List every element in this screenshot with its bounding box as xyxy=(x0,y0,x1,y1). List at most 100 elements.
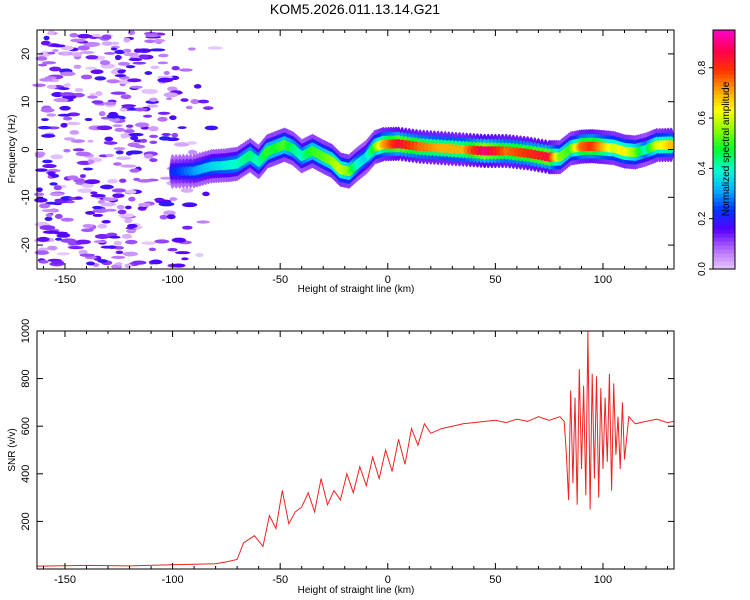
colorbar-cell xyxy=(713,233,735,238)
noise-blob xyxy=(124,263,133,269)
snr-axes: -150 -100 -50 0 50 100 200 400 600 800 1000 xyxy=(20,319,674,586)
noise-blob xyxy=(190,99,200,105)
noise-blob xyxy=(157,75,174,79)
noise-blob xyxy=(185,105,193,110)
noise-blob xyxy=(128,107,136,111)
noise-blob xyxy=(90,69,104,75)
noise-blob xyxy=(59,105,71,111)
noise-blob xyxy=(38,203,51,209)
colorbar-cell xyxy=(713,221,735,226)
y-tick-label: 800 xyxy=(20,369,32,387)
colorbar-cell xyxy=(713,109,735,115)
colorbar-cell xyxy=(713,245,735,250)
noise-blob xyxy=(79,50,95,55)
noise-blob xyxy=(37,63,48,67)
y-tick-label: -20 xyxy=(20,237,32,253)
noise-blob xyxy=(193,84,202,89)
colorbar-ticks: 0.0 0.2 0.4 0.6 0.8 xyxy=(697,60,713,276)
noise-blob xyxy=(91,33,101,37)
noise-blob xyxy=(49,182,58,186)
noise-blob xyxy=(115,150,124,155)
noise-blob xyxy=(92,213,104,217)
noise-blob xyxy=(63,116,73,121)
noise-blob xyxy=(104,208,117,212)
x-tick-label: -150 xyxy=(54,274,76,286)
noise-blob xyxy=(149,140,158,145)
noise-blob xyxy=(127,78,142,83)
noise-blob xyxy=(40,107,55,113)
noise-blob xyxy=(103,52,116,55)
noise-blob xyxy=(132,61,147,65)
colorbar-cell xyxy=(713,137,735,143)
noise-blob xyxy=(41,118,49,122)
noise-blob xyxy=(153,39,166,42)
x-tick-label: 0 xyxy=(385,574,391,586)
noise-blob xyxy=(53,185,62,191)
colorbar-cell xyxy=(713,197,735,202)
noise-blob xyxy=(56,233,70,238)
colorbar-cell xyxy=(713,129,735,135)
noise-blob xyxy=(71,52,83,57)
colorbar-cell xyxy=(713,225,735,230)
colorbar-label: Normalized spectral amplitude xyxy=(721,81,732,216)
noise-blob xyxy=(107,178,118,184)
noise-blob xyxy=(42,230,59,234)
noise-blob xyxy=(81,183,95,188)
noise-blob xyxy=(33,192,45,197)
noise-blob xyxy=(163,210,176,216)
noise-blob xyxy=(115,156,132,161)
colorbar-cell xyxy=(713,165,735,171)
y-tick-label: 10 xyxy=(20,96,32,108)
noise-blob xyxy=(182,202,198,208)
noise-blob xyxy=(72,148,85,152)
noise-blob xyxy=(36,236,50,242)
noise-blob xyxy=(126,150,143,155)
noise-blob xyxy=(48,30,55,35)
noise-blob xyxy=(186,141,198,145)
colorbar-cell xyxy=(713,89,735,95)
noise-blob xyxy=(167,247,178,252)
colorbar-frame xyxy=(712,29,736,270)
noise-blob xyxy=(47,245,58,251)
colorbar-cell xyxy=(713,217,735,222)
noise-blob xyxy=(96,125,113,131)
noise-blob xyxy=(114,262,123,266)
colorbar-cell xyxy=(713,261,735,266)
noise-blob xyxy=(114,54,122,61)
noise-blob xyxy=(87,139,94,143)
colorbar-cell xyxy=(713,149,735,155)
noise-blob xyxy=(42,61,57,65)
noise-blob xyxy=(154,197,165,202)
spectrogram-y-axis-label: Frequency (Hz) xyxy=(7,115,18,184)
noise-blob xyxy=(98,111,106,117)
noise-blob xyxy=(85,55,99,60)
noise-blob xyxy=(77,45,90,51)
noise-blob xyxy=(125,205,132,210)
noise-blob xyxy=(143,153,154,159)
noise-blob xyxy=(74,196,83,200)
noise-blob xyxy=(119,108,128,112)
noise-blob xyxy=(137,179,153,183)
noise-blob xyxy=(61,51,70,55)
colorbar-tick-label: 0.6 xyxy=(697,111,708,125)
x-tick-label: 100 xyxy=(594,274,612,286)
noise-blob xyxy=(59,92,76,97)
noise-blob xyxy=(116,204,125,210)
noise-blob xyxy=(122,48,132,53)
noise-blob xyxy=(149,48,166,52)
noise-blob xyxy=(81,228,94,233)
colorbar-cell xyxy=(713,49,735,55)
noise-blob xyxy=(68,245,84,250)
noise-blob xyxy=(207,46,223,50)
colorbar-tick-label: 0.4 xyxy=(697,161,708,175)
noise-blob xyxy=(38,259,49,264)
colorbar-cell xyxy=(713,205,735,210)
noise-blob xyxy=(157,111,171,115)
noise-blob xyxy=(158,53,169,58)
colorbar-cell xyxy=(713,145,735,151)
noise-blob xyxy=(46,113,57,117)
noise-blob xyxy=(114,127,126,132)
noise-blob xyxy=(171,263,186,268)
noise-blob xyxy=(125,65,136,69)
